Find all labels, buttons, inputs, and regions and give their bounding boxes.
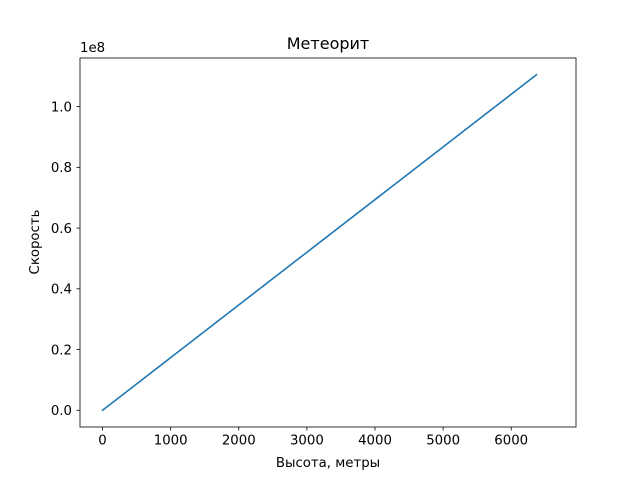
- plot-area: [101, 73, 538, 412]
- x-tick-label: 2000: [222, 434, 256, 449]
- x-tick-label: 1000: [154, 434, 188, 449]
- y-tick-label: 0.4: [51, 283, 72, 298]
- chart-title: Метеорит: [287, 34, 369, 53]
- y-tick-label: 0.6: [51, 222, 72, 237]
- x-tick-label: 3000: [290, 434, 324, 449]
- y-axis: 0.0 0.2 0.4 0.6 0.8 1.0: [51, 100, 80, 419]
- x-axis-label: Высота, метры: [276, 456, 380, 471]
- x-tick-label: 0: [98, 434, 106, 449]
- y-tick-label: 0.0: [51, 404, 72, 419]
- x-tick-label: 4000: [358, 434, 392, 449]
- y-tick-label: 0.2: [51, 343, 72, 358]
- x-tick-label: 6000: [494, 434, 528, 449]
- x-axis: 0 1000 2000 3000 4000 5000 6000: [98, 427, 528, 449]
- x-tick-label: 5000: [426, 434, 460, 449]
- series-line: [101, 73, 538, 412]
- axes-frame: [79, 57, 577, 428]
- y-axis-offset-label: 1e8: [80, 41, 105, 56]
- y-axis-label: Скорость: [28, 209, 43, 274]
- y-tick-label: 0.8: [51, 161, 72, 176]
- y-tick-label: 1.0: [51, 100, 72, 115]
